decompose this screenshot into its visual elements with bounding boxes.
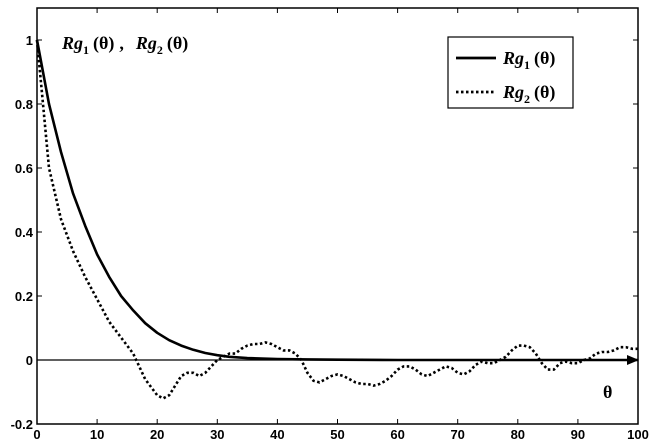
x-tick-label: 90 bbox=[571, 427, 585, 441]
legend: Rg1 (θ) Rg2 (θ) bbox=[447, 36, 574, 109]
x-tick-label: 20 bbox=[150, 427, 164, 441]
x-tick-label: 100 bbox=[627, 427, 649, 441]
y-tick-label: -0.2 bbox=[11, 417, 33, 432]
series-line-2 bbox=[35, 39, 638, 400]
x-tick-label: 50 bbox=[330, 427, 344, 441]
x-tick-label: 10 bbox=[90, 427, 104, 441]
y-tick-label: 0.4 bbox=[15, 225, 34, 240]
x-tick-label: 40 bbox=[270, 427, 284, 441]
y-tick-label: 0.2 bbox=[15, 289, 33, 304]
y-tick-label: 0 bbox=[26, 353, 33, 368]
x-axis-ticks: 0 10 20 30 40 50 60 70 80 90 100 bbox=[33, 8, 649, 441]
x-tick-label: 60 bbox=[390, 427, 404, 441]
y-tick-label: 0.6 bbox=[15, 161, 33, 176]
y-tick-label: 1 bbox=[26, 33, 33, 48]
y-axis-ticks: -0.2 0 0.2 0.4 0.6 0.8 1 bbox=[11, 33, 638, 432]
legend-entry-1: Rg1 (θ) bbox=[502, 48, 555, 72]
series-layer bbox=[35, 39, 638, 400]
annotation-label: Rg1 (θ), Rg2 (θ) bbox=[61, 33, 188, 57]
x-tick-label: 80 bbox=[511, 427, 525, 441]
x-tick-label: 30 bbox=[210, 427, 224, 441]
x-axis-label: θ bbox=[603, 382, 612, 402]
legend-box bbox=[447, 36, 574, 109]
legend-entry-2: Rg2 (θ) bbox=[502, 82, 555, 106]
x-tick-label: 70 bbox=[450, 427, 464, 441]
y-tick-label: 0.8 bbox=[15, 97, 33, 112]
series-line-1 bbox=[35, 39, 638, 362]
x-tick-label: 0 bbox=[33, 427, 40, 441]
